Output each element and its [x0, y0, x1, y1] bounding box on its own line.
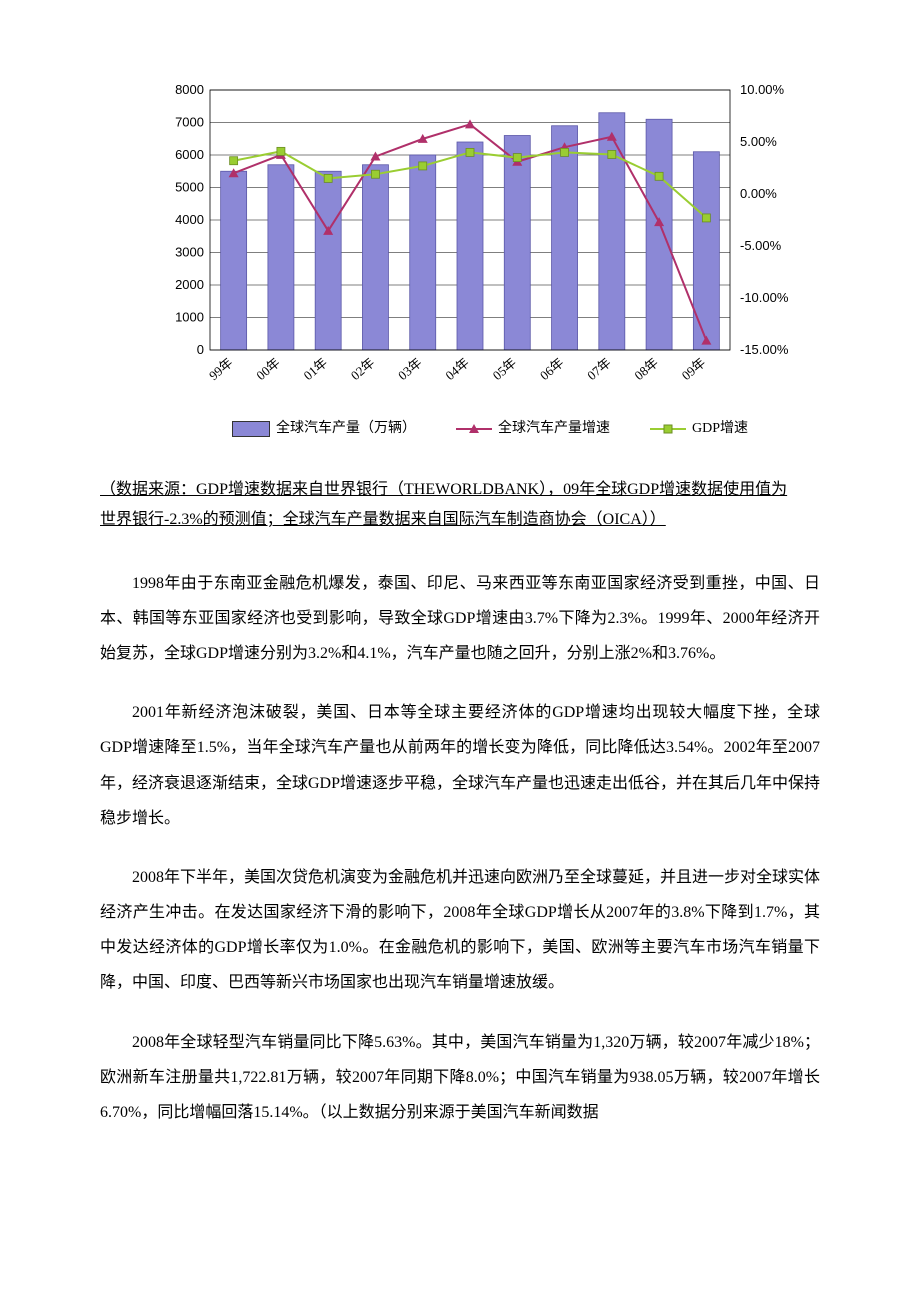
source-line2: 世界银行-2.3%的预测值；全球汽车产量数据来自国际汽车制造商协会（OICA）） — [100, 511, 666, 528]
svg-text:4000: 4000 — [175, 212, 204, 227]
legend-line2: GDP增速 — [650, 414, 748, 445]
svg-text:8000: 8000 — [175, 82, 204, 97]
svg-text:2000: 2000 — [175, 277, 204, 292]
paragraph-4: 2008年全球轻型汽车销量同比下降5.63%。其中，美国汽车销量为1,320万辆… — [100, 1025, 820, 1131]
chart-svg: 0 1000 2000 3000 4000 5000 6000 7000 8000 -15.00%… — [160, 80, 810, 410]
svg-text:10.00%: 10.00% — [740, 82, 785, 97]
svg-text:6000: 6000 — [175, 147, 204, 162]
paragraph-3: 2008年下半年，美国次贷危机演变为金融危机并迅速向欧洲乃至全球蔓延，并且进一步… — [100, 860, 820, 1001]
legend-bar-swatch — [232, 421, 270, 437]
svg-text:-15.00%: -15.00% — [740, 342, 789, 357]
svg-text:06年: 06年 — [537, 355, 567, 383]
paragraph-2: 2001年新经济泡沫破裂，美国、日本等全球主要经济体的GDP增速均出现较大幅度下… — [100, 695, 820, 836]
source-line1: （数据来源：GDP增速数据来自世界银行（THEWORLDBANK），09年全球G… — [100, 481, 787, 498]
legend-bar-label: 全球汽车产量（万辆） — [276, 414, 416, 445]
svg-text:02年: 02年 — [348, 355, 378, 383]
svg-text:04年: 04年 — [442, 355, 472, 383]
svg-text:1000: 1000 — [175, 310, 204, 325]
svg-text:01年: 01年 — [301, 355, 331, 383]
combo-chart: 0 1000 2000 3000 4000 5000 6000 7000 8000 -15.00%… — [160, 80, 820, 445]
legend-line2-label: GDP增速 — [692, 414, 748, 445]
svg-text:-10.00%: -10.00% — [740, 290, 789, 305]
svg-text:7000: 7000 — [175, 115, 204, 130]
svg-text:08年: 08年 — [631, 355, 661, 383]
paragraph-1: 1998年由于东南亚金融危机爆发，泰国、印尼、马来西亚等东南亚国家经济受到重挫，… — [100, 566, 820, 672]
legend-line1-swatch — [456, 428, 492, 430]
legend-line1-label: 全球汽车产量增速 — [498, 414, 610, 445]
svg-text:-5.00%: -5.00% — [740, 238, 782, 253]
legend-bars: 全球汽车产量（万辆） — [232, 414, 416, 445]
svg-text:05年: 05年 — [490, 355, 520, 383]
svg-text:0: 0 — [197, 342, 204, 357]
svg-text:03年: 03年 — [395, 355, 425, 383]
svg-text:5.00%: 5.00% — [740, 134, 777, 149]
legend-line2-swatch — [650, 428, 686, 430]
data-source-note: （数据来源：GDP增速数据来自世界银行（THEWORLDBANK），09年全球G… — [100, 475, 820, 536]
svg-text:5000: 5000 — [175, 180, 204, 195]
svg-text:3000: 3000 — [175, 245, 204, 260]
legend-line1: 全球汽车产量增速 — [456, 414, 610, 445]
svg-text:0.00%: 0.00% — [740, 186, 777, 201]
chart-legend: 全球汽车产量（万辆） 全球汽车产量增速 GDP增速 — [160, 414, 820, 445]
svg-text:09年: 09年 — [679, 355, 709, 383]
svg-text:00年: 00年 — [253, 355, 283, 383]
svg-text:99年: 99年 — [206, 355, 236, 383]
svg-text:07年: 07年 — [584, 355, 614, 383]
